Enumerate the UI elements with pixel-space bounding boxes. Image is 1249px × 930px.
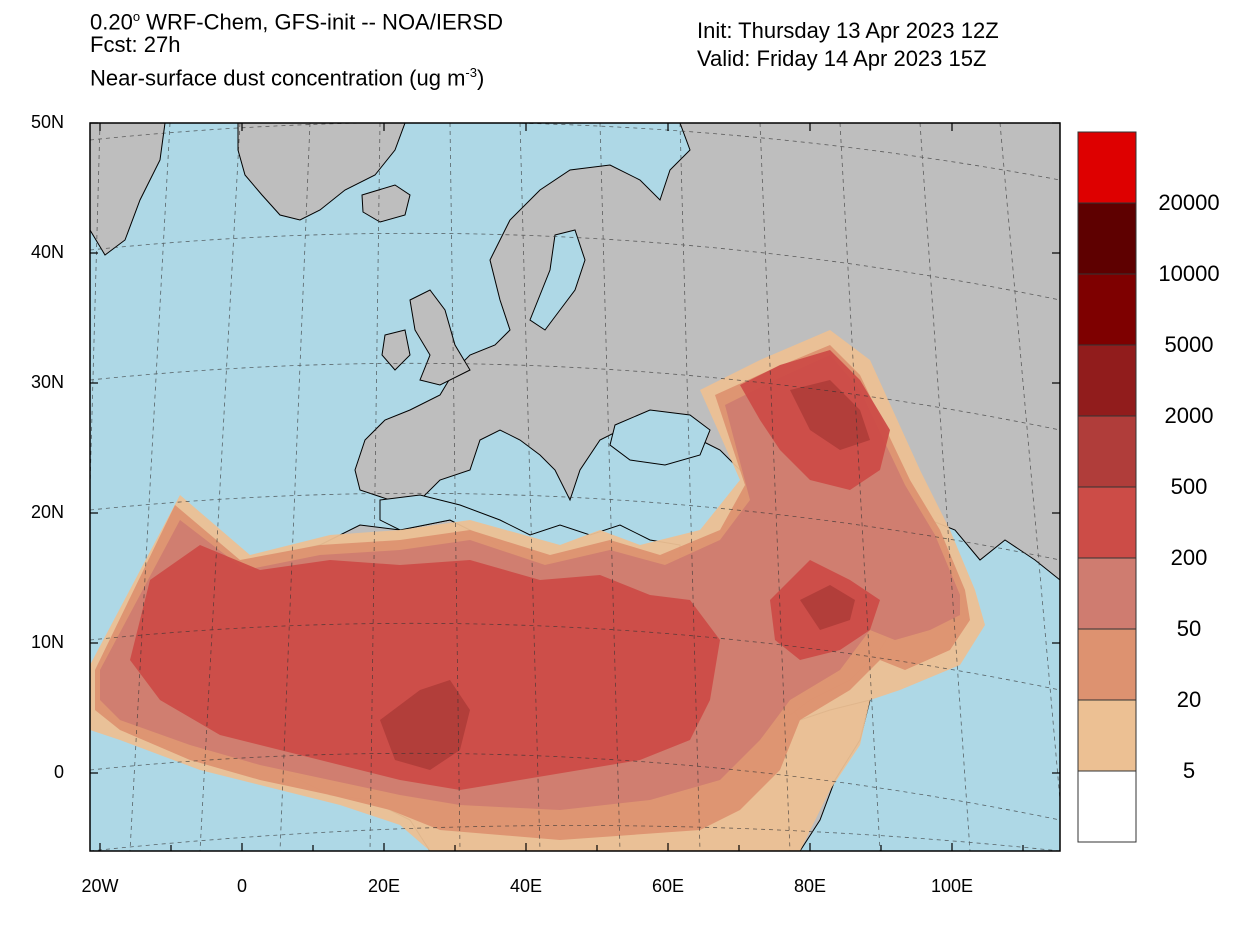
header-forecast: Fcst: 27h	[90, 32, 181, 57]
y-tick-label: 50N	[30, 112, 64, 132]
header-variable: Near-surface dust concentration (ug m-3)	[90, 60, 484, 91]
x-tick-label: 0	[236, 876, 247, 896]
colorbar-swatch	[1077, 699, 1137, 772]
y-tick-label: 40N	[30, 242, 64, 262]
colorbar-label: 5000	[1164, 332, 1214, 357]
header-resolution: 0.20	[90, 9, 133, 35]
colorbar-swatch	[1077, 486, 1137, 559]
colorbar-label: 200	[1170, 545, 1208, 570]
colorbar-label: 20000	[1158, 190, 1220, 215]
labrador-landmass	[90, 123, 166, 256]
header-variable-text: Near-surface dust concentration (ug m	[90, 65, 466, 91]
y-tick-label: 0	[53, 762, 64, 782]
header-model-name: WRF-Chem, GFS-init -- NOA/IERSD	[140, 9, 504, 35]
x-tick-label: 40E	[509, 876, 543, 896]
header-model: 0.20o WRF-Chem, GFS-init -- NOA/IERSD	[90, 4, 503, 35]
unit-sup: -3	[465, 65, 477, 80]
colorbar-swatch	[1077, 557, 1137, 630]
colorbar-label: 20	[1176, 687, 1202, 712]
x-tick-label: 20W	[81, 876, 119, 896]
ireland-landmass	[381, 329, 411, 371]
dust-band-500-arabia	[800, 585, 855, 630]
colorbar-label: 50	[1176, 616, 1202, 641]
colorbar-label: 2000	[1164, 403, 1214, 428]
colorbar-swatch	[1077, 131, 1137, 204]
colorbar-label: 500	[1170, 474, 1208, 499]
x-tick-label: 80E	[793, 876, 827, 896]
x-tick-label: 100E	[930, 876, 974, 896]
colorbar	[1077, 131, 1137, 843]
dust-band-500-asia	[790, 380, 870, 450]
colorbar-label: 5	[1182, 758, 1196, 783]
dust-band-200	[130, 545, 720, 790]
degree-sup: o	[132, 9, 141, 24]
x-tick-label: 20E	[367, 876, 401, 896]
colorbar-label: 10000	[1158, 261, 1220, 286]
x-tick-label: 60E	[651, 876, 685, 896]
x-tick-marks	[99, 123, 1024, 851]
header-variable-close: )	[476, 65, 485, 91]
colorbar-swatch	[1077, 344, 1137, 417]
colorbar-swatch	[1077, 770, 1137, 843]
uk-landmass	[409, 289, 471, 386]
plot-frame	[89, 122, 1061, 852]
colorbar-swatch	[1077, 273, 1137, 346]
y-tick-label: 30N	[30, 372, 64, 392]
colorbar-swatch	[1077, 415, 1137, 488]
y-tick-label: 20N	[30, 502, 64, 522]
graticule	[90, 123, 1060, 851]
iceland-landmass	[361, 184, 411, 223]
black-sea	[609, 409, 711, 466]
y-tick-marks	[90, 122, 1060, 774]
header-valid: Valid: Friday 14 Apr 2023 15Z	[697, 46, 987, 71]
header-init: Init: Thursday 13 Apr 2023 12Z	[697, 18, 999, 43]
colorbar-swatch	[1077, 628, 1137, 701]
greenland-landmass	[237, 123, 406, 221]
colorbar-swatch	[1077, 202, 1137, 275]
y-tick-label: 10N	[30, 632, 64, 652]
baltic-sea	[529, 229, 586, 331]
dust-band-500	[380, 680, 470, 770]
